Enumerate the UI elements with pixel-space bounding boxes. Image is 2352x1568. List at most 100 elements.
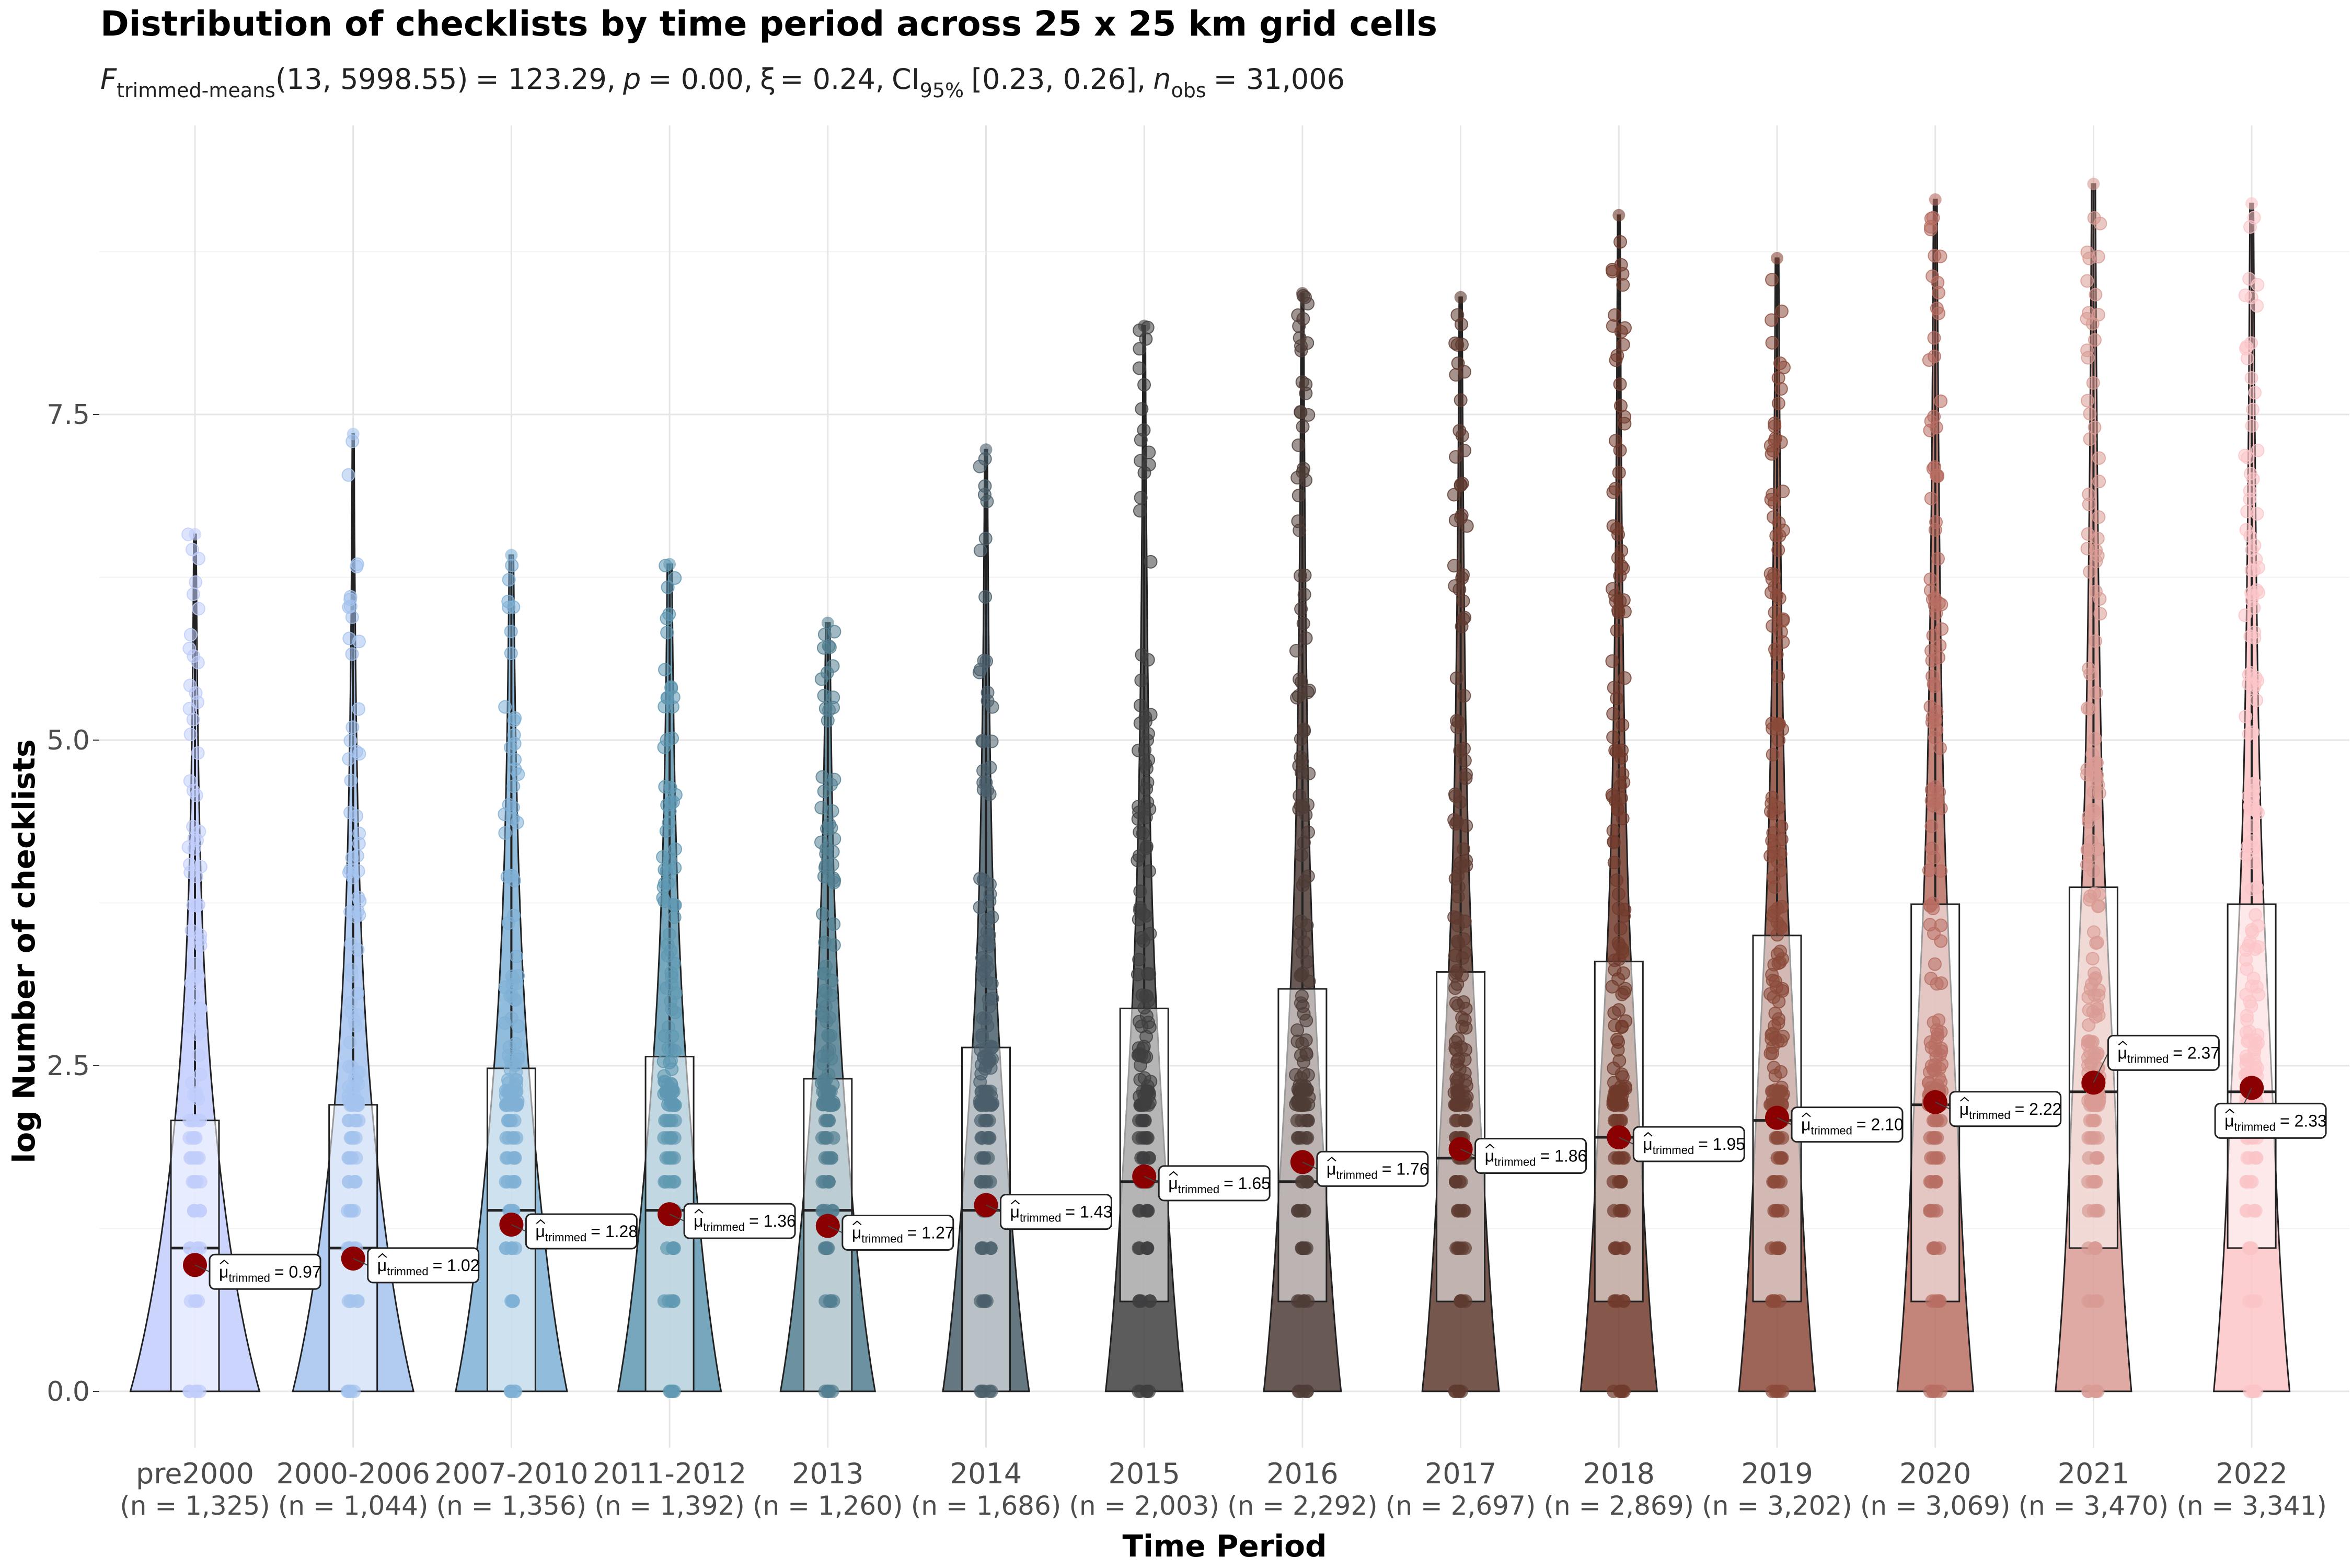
data-point	[816, 907, 830, 921]
hat-icon	[536, 1219, 546, 1224]
mean-label-symbol: μ	[1168, 1174, 1178, 1193]
data-point	[1454, 393, 1468, 407]
data-point	[2080, 763, 2094, 777]
data-point	[350, 849, 364, 863]
data-point	[1452, 424, 1467, 438]
data-point	[507, 993, 521, 1007]
data-point	[1457, 689, 1471, 703]
data-point	[2247, 1204, 2262, 1218]
data-point	[2244, 371, 2258, 385]
data-point	[1924, 491, 1938, 505]
data-point	[658, 863, 672, 877]
data-point	[2083, 407, 2097, 421]
data-point	[1135, 1113, 1149, 1127]
data-point	[504, 625, 518, 639]
data-point	[667, 910, 682, 924]
data-point	[1452, 1063, 1467, 1077]
data-point	[1447, 488, 1461, 502]
data-point	[1300, 1385, 1314, 1398]
data-point	[1771, 670, 1785, 684]
data-point	[1765, 336, 1779, 350]
mean-label-value: = 0.97	[274, 1262, 321, 1281]
data-point	[1606, 485, 1620, 499]
data-point	[1134, 673, 1148, 687]
data-point	[1293, 331, 1307, 345]
data-point	[980, 494, 994, 509]
data-point	[1141, 653, 1155, 667]
mean-label-sub: trimmed	[1494, 1155, 1536, 1168]
data-point	[1299, 1241, 1313, 1255]
hat-icon	[1327, 1157, 1336, 1162]
data-point	[189, 788, 203, 802]
data-point	[1772, 717, 1786, 731]
data-point	[193, 938, 207, 952]
data-point	[1615, 1067, 1629, 1081]
x-tick-label: 2017	[1425, 1457, 1496, 1490]
data-point	[1292, 438, 1306, 452]
data-point	[825, 1151, 839, 1165]
data-point	[1132, 1294, 1146, 1308]
x-tick-label: 2022	[2216, 1457, 2287, 1490]
data-point	[508, 711, 522, 725]
data-point	[976, 958, 990, 972]
mean-label-value: = 2.37	[2173, 1043, 2220, 1062]
data-point	[1611, 1294, 1625, 1308]
data-point	[822, 1175, 836, 1189]
data-point	[1614, 1385, 1628, 1398]
data-point	[820, 1241, 834, 1255]
mean-label-value: = 1.65	[1224, 1174, 1271, 1193]
x-tick-label: 2020	[1899, 1457, 1971, 1490]
data-point	[1296, 616, 1310, 630]
data-point	[1140, 967, 1155, 981]
data-point	[1140, 1241, 1154, 1255]
data-point	[1608, 308, 1622, 322]
data-point	[1773, 1151, 1787, 1165]
data-point	[1453, 744, 1467, 758]
data-point	[973, 900, 987, 914]
data-point	[1141, 727, 1155, 741]
data-point	[1613, 377, 1627, 391]
data-point	[2239, 1175, 2253, 1189]
data-point	[189, 575, 203, 589]
data-point	[823, 1385, 837, 1398]
data-point	[1615, 751, 1629, 765]
mean-label-symbol: μ	[219, 1262, 228, 1281]
data-point	[2247, 777, 2262, 791]
data-point	[821, 713, 835, 728]
data-point	[1459, 767, 1473, 781]
data-point	[1932, 650, 1946, 664]
boxplots	[170, 183, 2277, 1392]
data-point	[1610, 691, 1624, 706]
mean-label: μtrimmed = 2.33	[2224, 1111, 2327, 1133]
data-point	[1611, 901, 1625, 915]
data-point	[2251, 278, 2265, 292]
mean-label-value: = 1.28	[591, 1222, 638, 1241]
data-point	[1933, 249, 1947, 263]
data-point	[982, 928, 996, 942]
data-point	[2240, 340, 2254, 354]
data-point	[1133, 698, 1147, 712]
x-tick-label: pre2000	[136, 1457, 254, 1490]
mean-label: μtrimmed = 1.76	[1327, 1159, 1429, 1181]
data-point	[1448, 1035, 1462, 1049]
data-point	[343, 592, 358, 606]
data-point	[1458, 914, 1472, 928]
subtitle-stat-name: F	[100, 63, 117, 96]
data-point	[1776, 485, 1790, 499]
mean-label-sub: trimmed	[228, 1271, 270, 1284]
data-point	[2085, 952, 2100, 966]
x-tick-n-label: (n = 2,003)	[1069, 1491, 1219, 1521]
data-point	[194, 1024, 208, 1039]
data-point	[980, 913, 994, 927]
data-point	[1612, 1054, 1627, 1068]
mean-label-value: = 1.36	[749, 1212, 796, 1230]
data-point	[190, 1241, 204, 1255]
hat-icon	[2225, 1109, 2234, 1114]
data-point	[658, 663, 672, 677]
data-point	[1614, 791, 1628, 805]
data-point	[973, 544, 987, 558]
data-point	[510, 815, 524, 829]
data-point	[1928, 523, 1942, 537]
data-point	[1457, 932, 1471, 946]
